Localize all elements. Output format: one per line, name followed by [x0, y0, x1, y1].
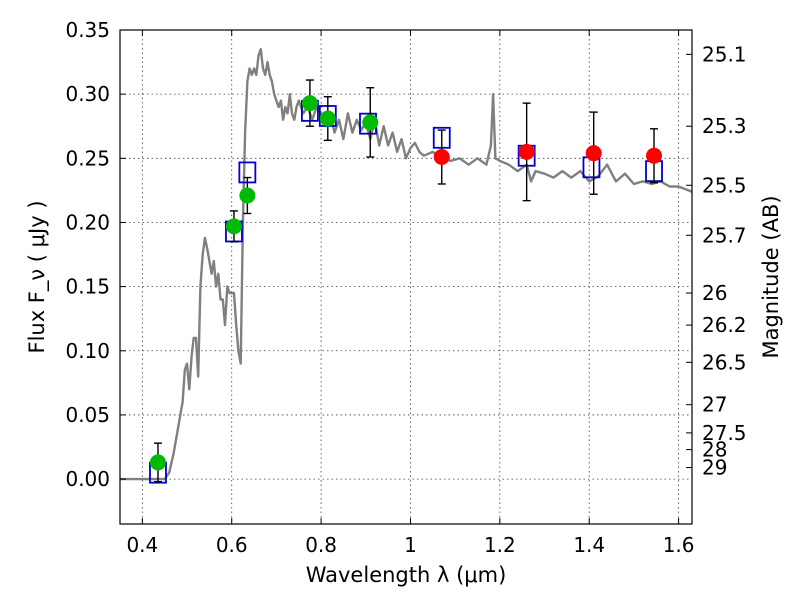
tick-marks: 0.4 0.6 0.8 1 1.2 1.4 1.6 0.00 0.05 0.10 0.15 0.20 0… — [65, 18, 746, 557]
magnitude-tick-label: 28 — [702, 438, 727, 462]
observed-flux-point — [362, 114, 379, 131]
y-tick-label: 0.10 — [65, 339, 110, 363]
magnitude-tick-label: 26.2 — [702, 313, 747, 337]
magnitude-tick-label: 25.1 — [702, 42, 747, 66]
y-tick-label: 0.30 — [65, 82, 110, 106]
data-layer — [120, 48, 693, 484]
observed-flux-point — [433, 149, 450, 166]
y-tick-label: 0.35 — [65, 18, 110, 42]
x-tick-label: 0.8 — [305, 533, 337, 557]
magnitude-tick-label: 25.3 — [702, 114, 747, 138]
y-tick-label: 0.00 — [65, 467, 110, 491]
magnitude-tick-label: 27.5 — [702, 421, 747, 445]
x-tick-label: 1 — [404, 533, 417, 557]
y-axis-label: Flux F_ν ( μJy ) — [25, 200, 50, 353]
y-tick-label: 0.05 — [65, 403, 110, 427]
observed-flux-point — [301, 95, 318, 112]
x-tick-label: 0.6 — [216, 533, 248, 557]
observed-flux-point — [239, 187, 256, 204]
x-tick-label: 0.4 — [126, 533, 158, 557]
magnitude-tick-label: 26.5 — [702, 350, 747, 374]
observed-flux-point — [646, 147, 663, 164]
magnitude-tick-label: 29 — [702, 456, 727, 480]
magnitude-tick-label: 25.5 — [702, 173, 747, 197]
plot-background — [120, 30, 692, 524]
x-tick-label: 1.6 — [663, 533, 695, 557]
y-tick-label: 0.15 — [65, 275, 110, 299]
observed-flux-point — [518, 143, 535, 160]
observed-flux-point — [225, 218, 242, 235]
observed-flux-point — [585, 145, 602, 162]
magnitude-tick-label: 26 — [702, 281, 727, 305]
y-tick-label: 0.20 — [65, 210, 110, 234]
plot-frame — [119, 29, 693, 525]
magnitude-tick-label: 27 — [702, 393, 727, 417]
y-tick-label: 0.25 — [65, 146, 110, 170]
right-axis-label: Magnitude (AB) — [759, 195, 783, 358]
x-tick-label: 1.4 — [573, 533, 605, 557]
x-axis-label: Wavelength λ (μm) — [306, 563, 507, 587]
magnitude-tick-label: 25.7 — [702, 223, 747, 247]
x-tick-label: 1.2 — [484, 533, 516, 557]
observed-flux-point — [149, 454, 166, 471]
observed-flux-point — [319, 110, 336, 127]
